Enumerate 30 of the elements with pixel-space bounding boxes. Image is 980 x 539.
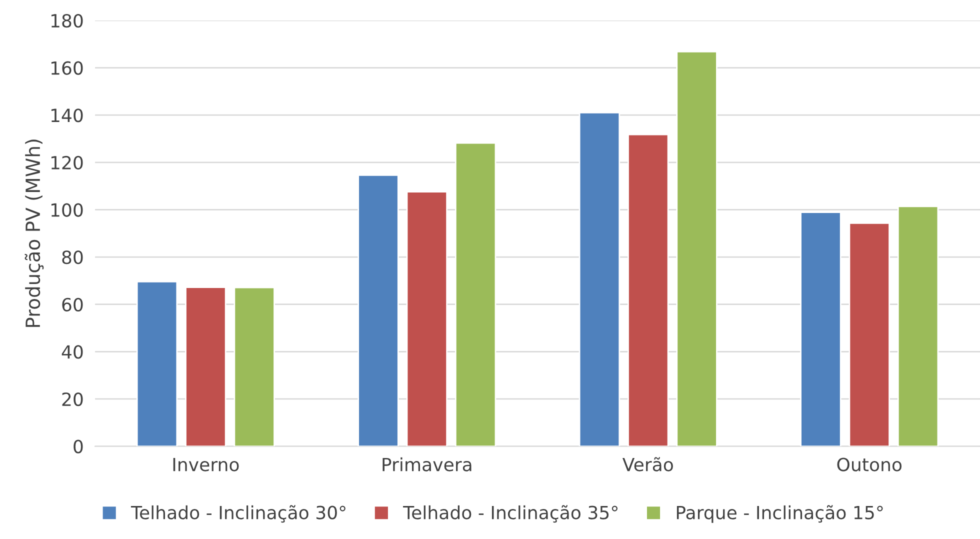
bar	[406, 191, 448, 446]
bar	[234, 286, 275, 446]
y-tick-label: 140	[51, 108, 83, 122]
bar	[800, 212, 842, 446]
bar	[578, 112, 620, 446]
y-axis-title: Produção PV (MWh)	[24, 140, 44, 327]
y-tick-label: 20	[62, 392, 83, 406]
y-tick-label: 40	[62, 345, 83, 359]
x-tick-label: Verão	[622, 457, 673, 472]
y-tick-label: 160	[51, 61, 83, 75]
legend-label: Telhado - Inclinação 35°	[403, 505, 618, 523]
x-tick-label: Outono	[837, 458, 902, 472]
y-tick-label: 120	[51, 156, 83, 170]
bar	[848, 222, 890, 446]
bar	[897, 206, 939, 446]
bar	[676, 51, 718, 446]
bar	[358, 174, 399, 446]
bar	[628, 134, 669, 446]
legend-label: Telhado - Inclinação 30°	[130, 505, 346, 523]
bar	[454, 142, 496, 446]
y-tick-label: 0	[74, 440, 83, 454]
legend-label: Parque - Inclinação 15°	[676, 505, 883, 523]
x-tick-label: Primavera	[382, 457, 472, 472]
x-tick-label: Inverno	[173, 458, 239, 472]
y-tick-label: 80	[62, 250, 83, 264]
y-tick-label: 60	[62, 298, 83, 312]
bar	[185, 286, 226, 446]
bar	[136, 280, 178, 446]
y-tick-label: 180	[51, 14, 83, 28]
y-tick-label: 100	[51, 203, 83, 217]
